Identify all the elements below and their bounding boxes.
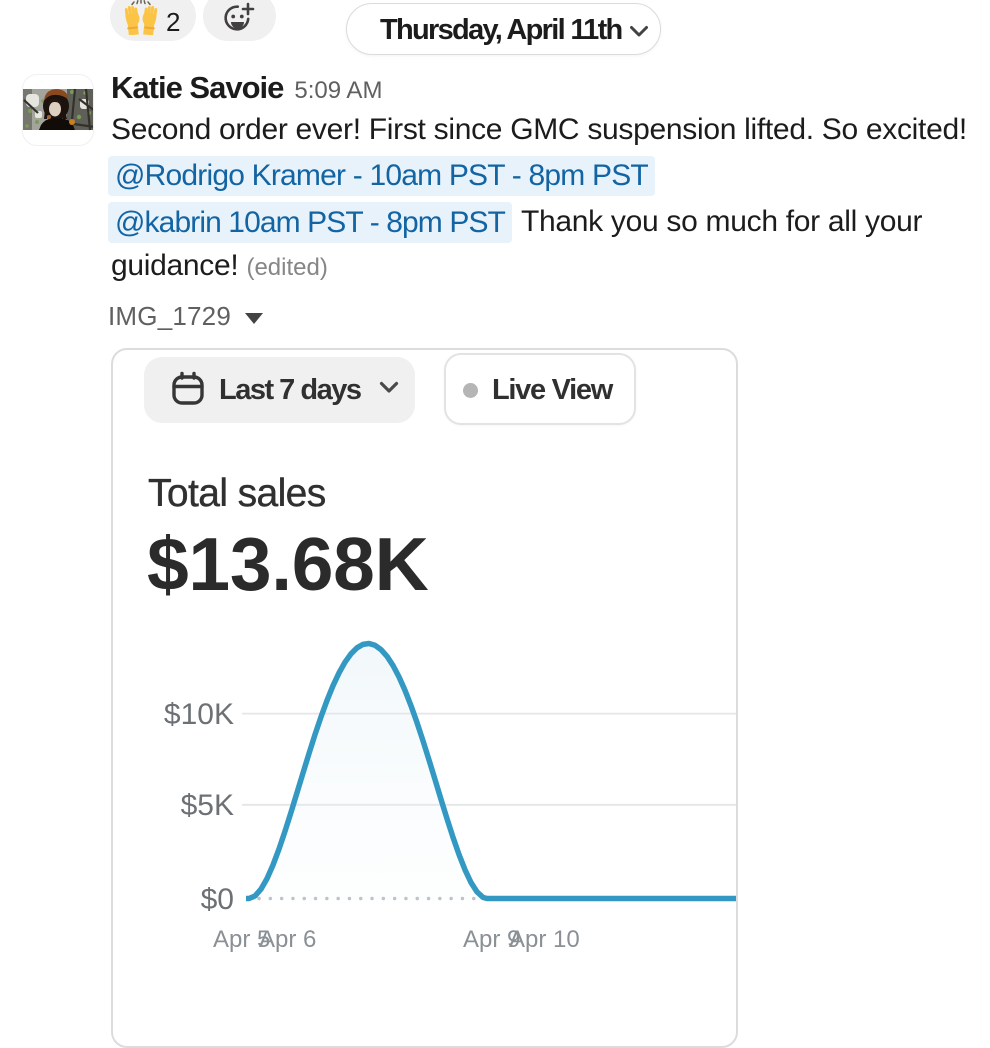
svg-text:Apr 6: Apr 6: [259, 926, 316, 953]
svg-text:$0: $0: [201, 883, 234, 916]
svg-text:Apr 10: Apr 10: [509, 926, 580, 953]
svg-text:$10K: $10K: [164, 698, 234, 731]
svg-text:$5K: $5K: [181, 789, 234, 822]
